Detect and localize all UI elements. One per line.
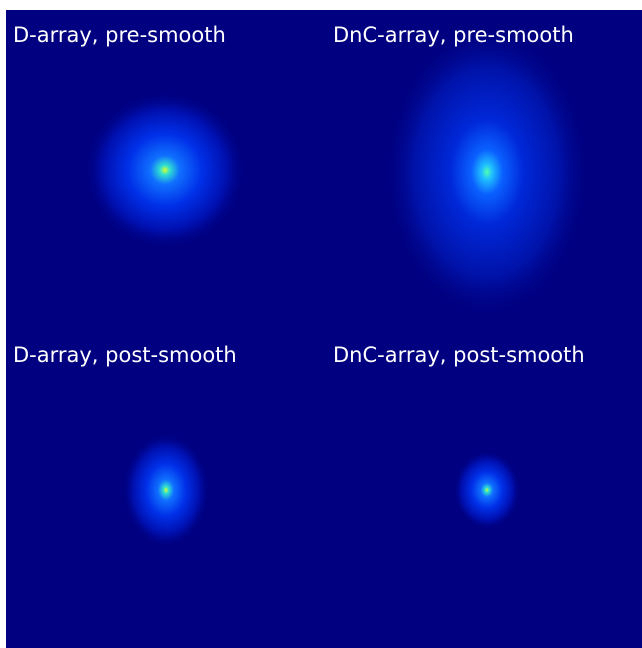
heatmap-blob bbox=[382, 22, 592, 322]
heatmap-blob bbox=[122, 432, 210, 548]
panel-title: DnC-array, pre-smooth bbox=[333, 23, 574, 47]
panel-title: DnC-array, post-smooth bbox=[333, 343, 585, 367]
heatmap-blob bbox=[83, 90, 247, 250]
panel-title: D-array, post-smooth bbox=[13, 343, 237, 367]
panel-title: D-array, pre-smooth bbox=[13, 23, 226, 47]
heatmap-blob bbox=[453, 450, 521, 530]
